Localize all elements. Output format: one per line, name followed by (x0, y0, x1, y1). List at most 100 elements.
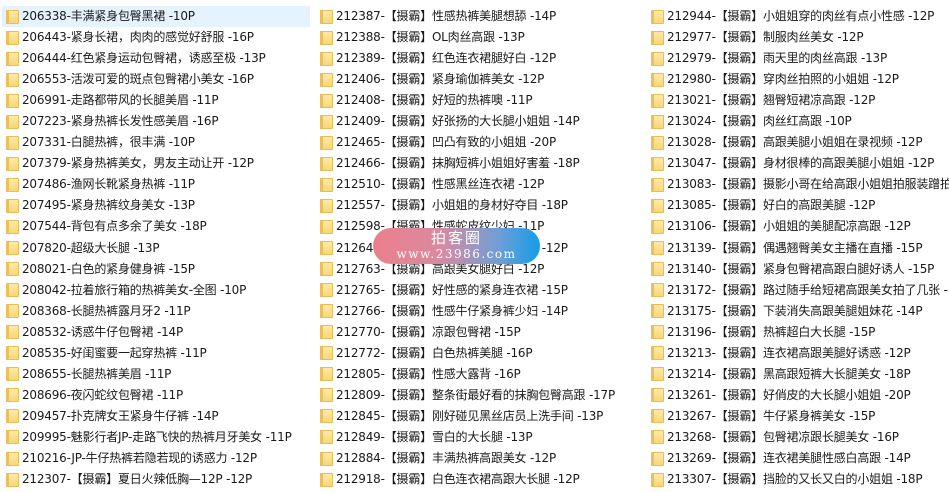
folder-item[interactable]: 213196-【摄霸】热裤超白大长腿 -15P (647, 322, 949, 343)
folder-item[interactable]: 212406-【摄霸】紧身瑜伽裤美女 -12P (316, 69, 644, 90)
folder-icon (6, 114, 19, 129)
folder-name: 208368-长腿热裤露月牙2 -11P (22, 303, 191, 318)
folder-item[interactable]: 208042-拉着旅行箱的热裤美女-全图 -10P (2, 280, 310, 301)
folder-icon (651, 9, 664, 24)
folder-item[interactable]: 212845-【摄霸】刚好碰见黑丝店员上洗手间 -13P (316, 406, 644, 427)
folder-item[interactable]: 212389-【摄霸】红色连衣裙腿好白 -12P (316, 48, 644, 69)
folder-item[interactable]: 212770-【摄霸】凉跟包臀裙 -15P (316, 322, 644, 343)
folder-item[interactable]: 213028-【摄霸】高跟美腿小姐姐在录视频 -12P (647, 132, 949, 153)
folder-item[interactable]: 213307-【摄霸】挡脸的又长又白的小姐姐 -18P (647, 469, 949, 490)
folder-item[interactable]: 208696-夜闪蛇纹包臀裙 -11P (2, 385, 310, 406)
folder-item[interactable]: 213085-【摄霸】好白的高跟美腿 -12P (647, 195, 949, 216)
folder-item[interactable]: 212977-【摄霸】制服肉丝美女 -12P (647, 27, 949, 48)
folder-item[interactable]: 213024-【摄霸】肉丝红高跟 -10P (647, 111, 949, 132)
folder-name: 212884-【摄霸】丰满热裤高跟美女 -12P (336, 451, 556, 465)
folder-icon (651, 72, 664, 87)
folder-item[interactable]: 209995-魅影行者JP-走路飞快的热裤月牙美女 -11P (2, 427, 310, 448)
folder-item[interactable]: 212765-【摄霸】好性感的紧身连衣裙 -15P (316, 280, 644, 301)
folder-item[interactable]: 212944-【摄霸】小姐姐穿的肉丝有点小性感 -12P (647, 6, 949, 27)
folder-item[interactable]: 208535-好闺蜜要一起穿热裤 -11P (2, 343, 310, 364)
folder-item[interactable]: 212849-【摄霸】雪白的大长腿 -13P (316, 427, 644, 448)
folder-item[interactable]: 213083-【摄霸】摄影小哥在给高跟小姐姐拍服装蹭拍 (647, 174, 949, 195)
folder-item[interactable]: 212307-【摄霸】夏日火辣低胸—12P -12P (2, 469, 310, 490)
folder-item[interactable]: 207544-背包有点多余了美女 -18P (2, 216, 310, 237)
folder-item[interactable]: 213269-【摄霸】连衣裙美腿性感白高跟 -14P (647, 448, 949, 469)
folder-icon (651, 198, 664, 213)
folder-item[interactable]: 213213-【摄霸】连衣裙高跟美腿好诱惑 -12P (647, 343, 949, 364)
folder-icon (6, 9, 19, 24)
folder-item[interactable]: 212408-【摄霸】好短的热裤噢 -11P (316, 90, 644, 111)
folder-item[interactable]: 213106-【摄霸】小姐姐的美腿配凉高跟 -12P (647, 216, 949, 237)
watermark-overlay: 拍客圈 www.23986.com (373, 228, 540, 264)
folder-item[interactable]: 212979-【摄霸】雨天里的肉丝高跟 -13P (647, 48, 949, 69)
folder-icon (6, 325, 19, 340)
folder-icon (320, 177, 333, 192)
folder-item[interactable]: 212766-【摄霸】性感牛仔紧身裤少妇 -14P (316, 301, 644, 322)
folder-item[interactable]: 207379-紧身热裤美女，男友主动让开 -12P (2, 153, 310, 174)
folder-item[interactable]: 212409-【摄霸】好张扬的大长腿小姐姐 -14P (316, 111, 644, 132)
folder-icon (320, 304, 333, 319)
folder-item[interactable]: 207820-超级大长腿 -13P (2, 238, 310, 259)
folder-item[interactable]: 212884-【摄霸】丰满热裤高跟美女 -12P (316, 448, 644, 469)
folder-icon (651, 346, 664, 361)
folder-item[interactable]: 213268-【摄霸】包臀裙凉跟长腿美女 -16P (647, 427, 949, 448)
folder-item[interactable]: 213140-【摄霸】紧身包臀裙高跟白腿好诱人 -15P (647, 259, 949, 280)
folder-item[interactable]: 212557-【摄霸】小姐姐的身材好夺目 -18P (316, 195, 644, 216)
folder-item[interactable]: 212510-【摄霸】性感黑丝连衣裙 -12P (316, 174, 644, 195)
folder-item[interactable]: 213172-【摄霸】路过随手给短裙高跟美女拍了几张 - (647, 280, 949, 301)
folder-item[interactable]: 206338-丰满紧身包臀黑裙 -10P (2, 6, 310, 28)
folder-item[interactable]: 212980-【摄霸】穿肉丝拍照的小姐姐 -12P (647, 69, 949, 90)
folder-item[interactable]: 206443-紧身长裙，肉肉的感觉好舒服 -16P (2, 27, 310, 48)
folder-icon (6, 367, 19, 382)
folder-icon (651, 409, 664, 424)
folder-name: 208655-长腿热裤美眉 -11P (22, 366, 172, 381)
folder-item[interactable]: 212918-【摄霸】白色连衣裙高跟大长腿 -12P (316, 469, 644, 490)
file-column-3: 212944-【摄霸】小姐姐穿的肉丝有点小性感 -12P 212977-【摄霸】制… (647, 6, 949, 490)
folder-item[interactable]: 208021-白色的紧身健身裤 -15P (2, 259, 310, 280)
folder-item[interactable]: 209457-扑克牌女王紧身牛仔裤 -14P (2, 406, 310, 427)
folder-item[interactable]: 212809-【摄霸】整条街最好看的抹胸包臀高跟 -17P (316, 385, 644, 406)
folder-item[interactable]: 213175-【摄霸】下装消失高跟美腿姐妹花 -14P (647, 301, 949, 322)
folder-item[interactable]: 213021-【摄霸】翘臀短裙凉高跟 -12P (647, 90, 949, 111)
folder-item[interactable]: 208368-长腿热裤露月牙2 -11P (2, 301, 310, 322)
folder-name: 212466-【摄霸】抹胸短裤小姐姐好害羞 -18P (336, 156, 580, 171)
folder-icon (320, 241, 333, 256)
folder-item[interactable]: 206444-红色紧身运动包臀裙，诱惑至极 -13P (2, 48, 310, 69)
folder-item[interactable]: 212763-【摄霸】高跟美女腿好白 -12P (316, 259, 644, 280)
folder-name: 213213-【摄霸】连衣裙高跟美腿好诱惑 -12P (667, 345, 911, 360)
folder-icon (6, 409, 19, 424)
folder-item[interactable]: 212466-【摄霸】抹胸短裤小姐姐好害羞 -18P (316, 153, 644, 174)
folder-name: 206444-红色紧身运动包臀裙，诱惑至极 -13P (22, 51, 266, 66)
folder-item[interactable]: 213267-【摄霸】牛仔紧身裤美女 -15P (647, 406, 949, 427)
folder-icon (651, 135, 664, 150)
folder-item[interactable]: 207486-渔网长靴紧身热裤 -11P (2, 174, 310, 195)
file-column-1: 206338-丰满紧身包臀黑裙 -10P 206443-紧身长裙，肉肉的感觉好舒服… (2, 6, 310, 490)
folder-item[interactable]: 212465-【摄霸】凹凸有致的小姐姐 -20P (316, 132, 644, 153)
folder-name: 212406-【摄霸】紧身瑜伽裤美女 -12P (336, 72, 545, 87)
folder-item[interactable]: 213047-【摄霸】身材很棒的高跟美腿小姐姐 -12P (647, 153, 949, 174)
folder-item[interactable]: 212387-【摄霸】性感热裤美腿想舔 -14P (316, 6, 644, 27)
folder-item[interactable]: 208655-长腿热裤美眉 -11P (2, 364, 310, 385)
folder-item[interactable]: 207223-紧身热裤长发性感美眉 -16P (2, 111, 310, 132)
folder-icon (651, 30, 664, 45)
folder-name: 213140-【摄霸】紧身包臀裙高跟白腿好诱人 -15P (667, 261, 935, 276)
folder-item[interactable]: 210216-JP-牛仔热裤若隐若现的诱惑力 -12P (2, 448, 310, 469)
folder-item[interactable]: 208532-诱惑牛仔包臀裙 -14P (2, 322, 310, 343)
folder-item[interactable]: 206991-走路都带风的长腿美眉 -11P (2, 90, 310, 111)
folder-name: 206991-走路都带风的长腿美眉 -11P (22, 93, 219, 108)
folder-item[interactable]: 212805-【摄霸】性感大露背 -16P (316, 364, 644, 385)
folder-icon (651, 304, 664, 319)
folder-item[interactable]: 213139-【摄霸】偶遇翘臀美女主播在直播 -15P (647, 238, 949, 259)
folder-name: 212307-【摄霸】夏日火辣低胸—12P -12P (22, 472, 253, 487)
folder-item[interactable]: 207495-紧身热裤纹身美女 -13P (2, 195, 310, 216)
folder-item[interactable]: 212388-【摄霸】OL肉丝高跟 -13P (316, 27, 644, 48)
folder-item[interactable]: 212772-【摄霸】白色热裤美腿 -16P (316, 343, 644, 364)
folder-item[interactable]: 213214-【摄霸】黑高跟短裤大长腿美女 -18P (647, 364, 949, 385)
folder-item[interactable]: 207331-白腿热裤，很丰满 -10P (2, 132, 310, 153)
folder-name: 212980-【摄霸】穿肉丝拍照的小姐姐 -12P (667, 72, 899, 87)
watermark-title: 拍客圈 (430, 229, 482, 247)
folder-icon (320, 72, 333, 87)
folder-item[interactable]: 206553-活泼可爱的斑点包臀裙小美女 -16P (2, 69, 310, 90)
folder-item[interactable]: 213261-【摄霸】好俏皮的大长腿小姐姐 -20P (647, 385, 949, 406)
folder-name: 212918-【摄霸】白色连衣裙高跟大长腿 -12P (336, 472, 580, 487)
